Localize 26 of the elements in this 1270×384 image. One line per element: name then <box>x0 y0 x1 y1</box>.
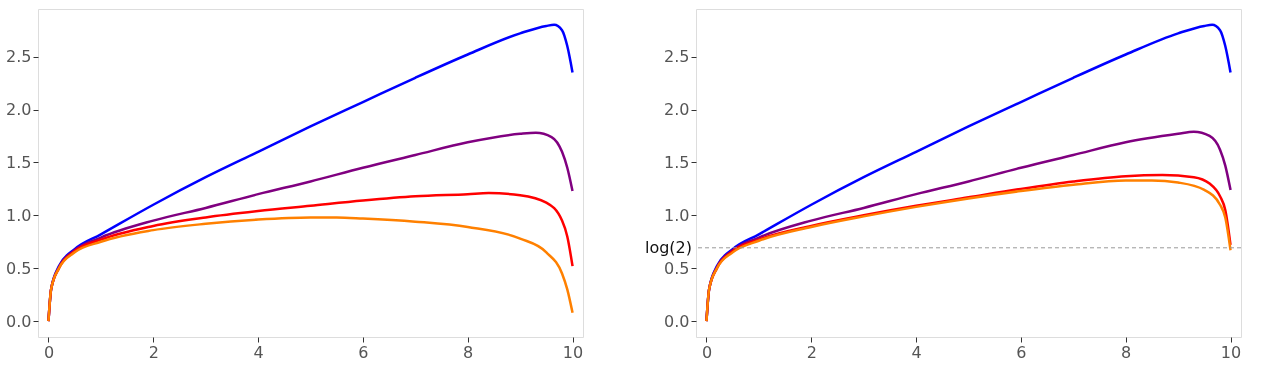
y-tick-label: 2.0 <box>6 100 32 120</box>
x-tick-label: 6 <box>358 342 369 362</box>
x-tick-label: 6 <box>1016 342 1027 362</box>
x-tick-label: 4 <box>911 342 922 362</box>
line-series <box>47 216 574 323</box>
y-tick-label: 1.5 <box>6 152 32 172</box>
x-tick-label: 10 <box>1220 342 1242 362</box>
y-tick-label: 1.0 <box>6 205 32 225</box>
y-tick-label: 1.0 <box>664 205 690 225</box>
y-tick-label: 0.5 <box>6 258 32 278</box>
x-tick-label: 0 <box>43 342 55 362</box>
ref-line-label: log(2) <box>644 237 692 257</box>
y-tick-label: 2.0 <box>664 100 690 120</box>
y-tick-label: 2.5 <box>664 47 690 67</box>
x-tick-label: 2 <box>148 342 159 362</box>
x-tick-label: 8 <box>463 342 474 362</box>
x-tick-label: 2 <box>806 342 817 362</box>
x-tick-label: 8 <box>1121 342 1132 362</box>
x-tick-label: 4 <box>253 342 264 362</box>
x-tick-label: 10 <box>562 342 584 362</box>
y-tick-label: 0.0 <box>6 311 32 331</box>
y-tick-label: 0.5 <box>664 258 690 278</box>
x-tick-label: 0 <box>701 342 713 362</box>
y-tick-label: 1.5 <box>664 152 690 172</box>
y-tick-label: 2.5 <box>6 47 32 67</box>
y-tick-label: 0.0 <box>664 311 690 331</box>
